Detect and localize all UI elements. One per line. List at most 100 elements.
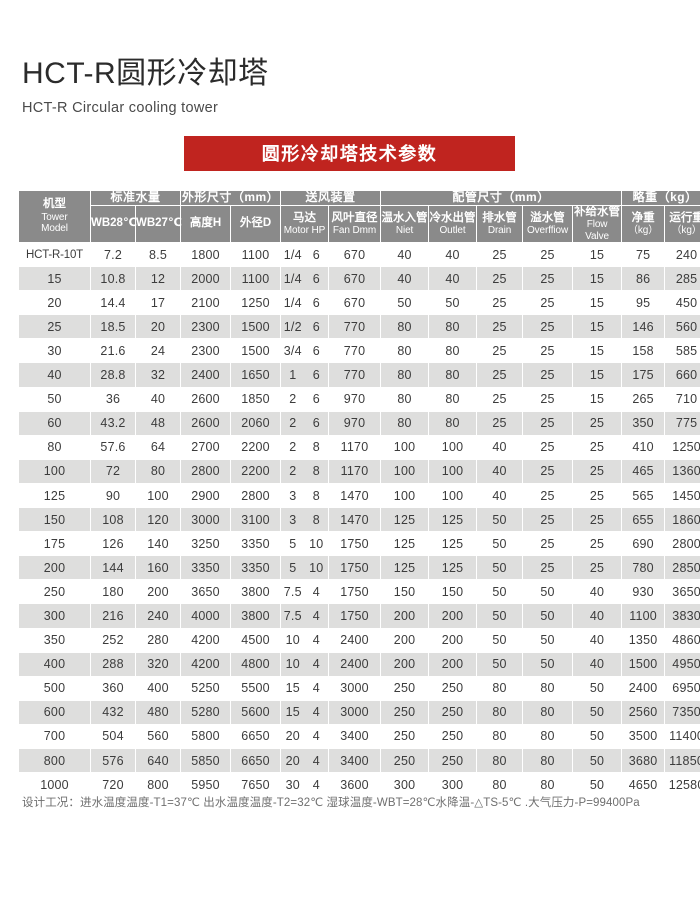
cell-wb27: 640 bbox=[134, 747, 182, 774]
cell-outlet: 250 bbox=[428, 699, 478, 725]
cell-motor: 7.5 4 bbox=[280, 579, 330, 605]
cell-heightH: 2900 bbox=[180, 482, 232, 509]
cell-motor-qty: 4 bbox=[312, 657, 320, 672]
cell-motor-hp: 1/4 bbox=[283, 247, 302, 262]
cell-drain: 80 bbox=[476, 699, 524, 725]
cell-model: 600 bbox=[18, 699, 91, 725]
cell-drain: 80 bbox=[476, 772, 524, 798]
cell-flow-valve: 50 bbox=[572, 699, 623, 725]
cell-flow-valve: 25 bbox=[572, 410, 623, 436]
cell-overflow: 25 bbox=[522, 242, 574, 268]
cell-fan-dmm: 1750 bbox=[328, 555, 382, 581]
cell-motor-qty: 4 bbox=[312, 729, 320, 744]
cell-fan-dmm: 670 bbox=[328, 290, 382, 316]
cell-model: 100 bbox=[18, 458, 91, 484]
cell-net-weight: 410 bbox=[621, 434, 666, 460]
cell-wb27: 280 bbox=[134, 627, 182, 653]
cell-motor: 15 4 bbox=[280, 699, 330, 725]
cell-wb28: 21.6 bbox=[90, 338, 136, 364]
cell-flow-valve: 40 bbox=[572, 627, 623, 653]
cell-motor-hp: 1/2 bbox=[283, 319, 302, 334]
cell-motor-qty: 4 bbox=[312, 584, 320, 599]
cell-motor: 5 10 bbox=[280, 531, 330, 557]
cell-heightH: 2100 bbox=[180, 290, 232, 316]
cell-motor-qty: 4 bbox=[312, 681, 320, 696]
cell-diaD: 4800 bbox=[230, 651, 282, 677]
cell-diaD: 7650 bbox=[230, 772, 282, 798]
cell-flow-valve: 25 bbox=[572, 507, 623, 533]
cell-flow-valve: 15 bbox=[572, 266, 623, 292]
cell-wb28: 288 bbox=[90, 651, 136, 677]
cell-run-weight: 4950 bbox=[664, 651, 700, 677]
cell-motor-hp: 15 bbox=[285, 705, 300, 720]
cell-heightH: 2800 bbox=[180, 458, 232, 484]
table-row: 500 360 400 5250 5500 15 4 3000 250 250 80 80 50 2400… bbox=[18, 675, 700, 701]
cell-fan-dmm: 670 bbox=[328, 242, 382, 268]
table-body: HCT-R-10T 7.2 8.5 1800 1100 1/4 6 670 40 40 25 25 15… bbox=[18, 242, 700, 798]
table-row: 150 108 120 3000 3100 3 8 1470 125 125 50 25 25 655 18… bbox=[18, 507, 700, 533]
cell-motor: 20 4 bbox=[280, 723, 330, 749]
cell-flow-valve: 40 bbox=[572, 651, 623, 677]
header-drain: 排水管 Drain bbox=[476, 204, 524, 244]
cell-drain: 50 bbox=[476, 507, 524, 533]
cell-run-weight: 6950 bbox=[664, 675, 700, 701]
cell-wb28: 14.4 bbox=[90, 290, 136, 316]
cell-motor: 1/2 6 bbox=[280, 314, 330, 340]
cell-drain: 50 bbox=[476, 651, 524, 677]
cell-wb28: 360 bbox=[90, 675, 136, 701]
cell-wb28: 252 bbox=[90, 627, 136, 653]
cell-outlet: 200 bbox=[428, 651, 478, 677]
cell-wb28: 432 bbox=[90, 699, 136, 725]
cell-wb27: 200 bbox=[134, 579, 182, 605]
cell-run-weight: 585 bbox=[664, 338, 700, 364]
cell-flow-valve: 50 bbox=[572, 723, 623, 749]
cell-diaD: 6650 bbox=[230, 747, 282, 774]
cell-net-weight: 350 bbox=[621, 410, 666, 436]
cell-wb27: 560 bbox=[134, 723, 182, 749]
cell-heightH: 3350 bbox=[180, 555, 232, 581]
cell-outlet: 80 bbox=[428, 314, 478, 340]
cell-diaD: 2060 bbox=[230, 410, 282, 436]
table-row: 5036402600185026970808025251526571056 bbox=[18, 386, 700, 412]
cell-motor-hp: 1 bbox=[289, 368, 297, 383]
cell-wb28: 28.8 bbox=[90, 362, 136, 388]
header-model: 机型 Tower Model bbox=[18, 189, 91, 244]
cell-net-weight: 465 bbox=[621, 458, 666, 484]
cell-heightH: 5800 bbox=[180, 723, 232, 749]
cell-overflow: 25 bbox=[522, 410, 574, 436]
cell-wb27: 480 bbox=[134, 699, 182, 725]
header-motor: 马达 Motor HP bbox=[280, 204, 330, 244]
cell-net-weight: 265 bbox=[621, 386, 666, 412]
cell-flow-valve: 25 bbox=[572, 434, 623, 460]
cell-outlet: 125 bbox=[428, 531, 478, 557]
cell-net-weight: 4650 bbox=[621, 772, 666, 798]
table-row: 3021.624230015003/4677080802525151585855… bbox=[18, 338, 700, 364]
table-row: 100 72 80 2800 2200 2 8 1170 100 100 40 25 25 465 1360… bbox=[18, 458, 700, 484]
cell-outlet: 80 bbox=[428, 386, 478, 412]
cell-fan-dmm: 770 bbox=[328, 338, 382, 364]
cell-diaD: 1500 bbox=[230, 314, 282, 340]
cell-run-weight: 3650 bbox=[664, 579, 700, 605]
cell-drain: 25 bbox=[476, 386, 524, 412]
table-row: 350 252 280 4200 4500 10 4 2400 200 200 50 50 40 1350… bbox=[18, 627, 700, 653]
header-group-fan-device: 送风装置 bbox=[280, 190, 382, 206]
cell-motor-qty: 4 bbox=[312, 705, 320, 720]
cell-run-weight: 4860 bbox=[664, 627, 700, 653]
cell-motor-hp: 7.5 bbox=[283, 584, 302, 599]
header-fan-diameter: 风叶直径 Fan Dmm bbox=[328, 204, 382, 244]
cell-diaD: 1850 bbox=[230, 386, 282, 412]
cell-fan-dmm: 1170 bbox=[328, 458, 382, 484]
cell-outlet: 80 bbox=[428, 362, 478, 388]
header-group-dimensions: 外形尺寸（mm） bbox=[180, 190, 282, 206]
table-row: 175 126 140 3250 3350 5 10 1750 125 125 50 25 25 690 2… bbox=[18, 531, 700, 557]
cell-flow-valve: 25 bbox=[572, 482, 623, 509]
cell-motor-hp: 5 bbox=[289, 560, 297, 575]
cell-drain: 50 bbox=[476, 579, 524, 605]
header-model-cn: 机型 bbox=[43, 198, 66, 211]
cell-heightH: 2600 bbox=[180, 386, 232, 412]
cell-overflow: 80 bbox=[522, 723, 574, 749]
cell-flow-valve: 15 bbox=[572, 362, 623, 388]
cell-overflow: 25 bbox=[522, 290, 574, 316]
